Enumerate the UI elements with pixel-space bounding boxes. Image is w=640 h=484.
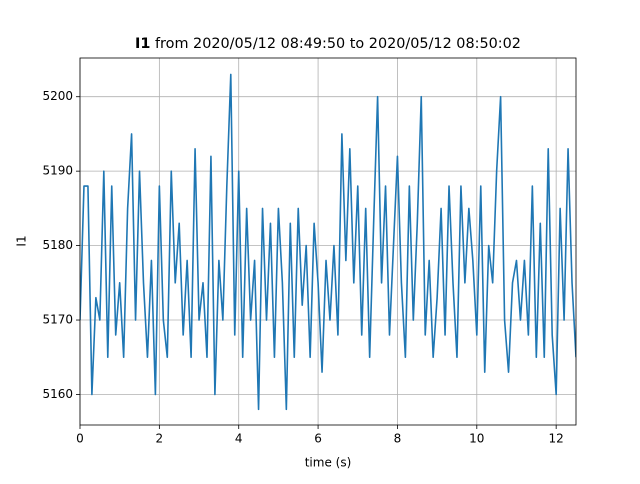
- chart-title: I1 from 2020/05/12 08:49:50 to 2020/05/1…: [135, 36, 521, 52]
- x-tick-label: 6: [314, 432, 322, 446]
- x-axis-label: time (s): [305, 456, 352, 470]
- y-tick-label: 5160: [42, 387, 73, 401]
- y-tick-label: 5190: [42, 164, 73, 178]
- title-range: from 2020/05/12 08:49:50 to 2020/05/12 0…: [155, 36, 521, 52]
- y-tick-label: 5180: [42, 238, 73, 252]
- x-tick-label: 4: [235, 432, 243, 446]
- data-line: [80, 73, 576, 411]
- y-tick-label: 5170: [42, 313, 73, 327]
- x-tick-label: 2: [156, 432, 164, 446]
- y-axis-label: I1: [15, 235, 29, 246]
- y-tick-label: 5200: [42, 89, 73, 103]
- title-signal: I1: [135, 36, 150, 52]
- x-tick-label: 0: [76, 432, 84, 446]
- plot-area: 0 2 4 6 8 10 12 5160 5170 5180 5190 5200: [42, 57, 577, 446]
- x-tick-label: 8: [394, 432, 402, 446]
- axes-frame: [79, 57, 577, 426]
- x-tick-label: 12: [549, 432, 564, 446]
- x-tick-label: 10: [469, 432, 484, 446]
